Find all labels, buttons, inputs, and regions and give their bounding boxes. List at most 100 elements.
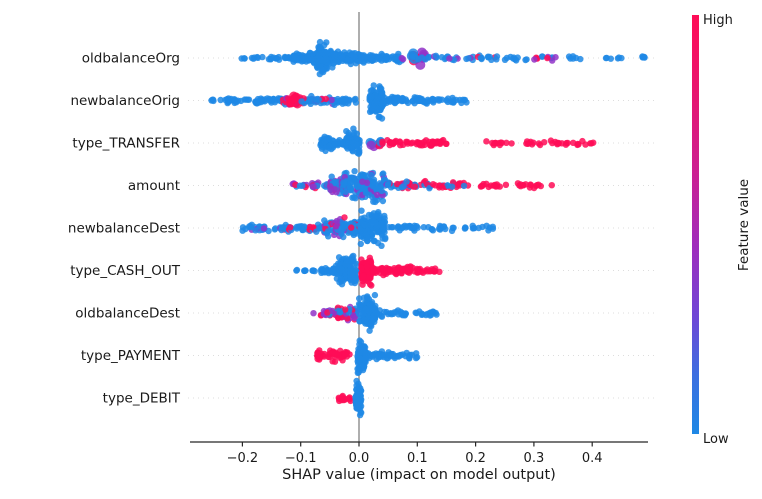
data-point: [541, 139, 548, 146]
data-point: [354, 349, 362, 356]
data-point: [343, 134, 350, 142]
x-tick-label: 0.4: [582, 451, 603, 466]
data-point: [530, 184, 538, 192]
colorbar-gradient: [692, 15, 699, 434]
data-point: [309, 267, 317, 274]
feature-label: oldbalanceDest: [75, 306, 180, 322]
data-point: [438, 96, 446, 103]
data-point: [462, 224, 469, 232]
data-point: [259, 53, 266, 61]
data-point: [413, 354, 421, 361]
data-point: [514, 180, 522, 187]
data-point: [489, 225, 497, 232]
data-point: [337, 277, 345, 285]
data-point: [475, 224, 482, 232]
data-point: [510, 55, 517, 62]
row-points-type_TRANSFER: [317, 125, 597, 157]
data-point: [351, 168, 358, 175]
data-point: [424, 268, 431, 275]
data-point: [496, 183, 503, 190]
row-points-newbalanceOrig: [208, 82, 470, 122]
data-point: [412, 309, 419, 316]
data-point: [448, 183, 456, 190]
data-point: [409, 53, 416, 60]
data-point: [544, 54, 551, 62]
data-point: [575, 141, 582, 148]
data-point: [359, 178, 366, 185]
data-point: [353, 403, 360, 411]
data-point: [346, 396, 353, 403]
data-point: [293, 266, 301, 274]
x-tick-label: 0.1: [407, 451, 428, 466]
data-point: [332, 58, 339, 66]
data-point: [552, 54, 559, 61]
colorbar-title: Feature value: [736, 178, 752, 272]
data-point: [363, 263, 371, 270]
data-point: [301, 267, 308, 275]
data-point: [352, 60, 360, 67]
data-point: [374, 191, 381, 198]
data-point: [306, 49, 314, 57]
data-point: [422, 56, 429, 63]
data-point: [360, 172, 368, 179]
data-point: [426, 138, 433, 146]
data-point: [352, 277, 359, 284]
data-point: [341, 214, 348, 221]
data-point: [358, 256, 365, 263]
data-point: [404, 140, 411, 147]
data-point: [324, 309, 331, 316]
data-point: [328, 173, 335, 180]
data-point: [366, 140, 376, 150]
row-points-oldbalanceDest: [310, 291, 440, 334]
data-point: [367, 221, 374, 228]
data-point: [338, 54, 346, 61]
data-point: [320, 66, 328, 73]
data-point: [400, 183, 407, 190]
data-point: [531, 56, 538, 63]
data-point: [316, 347, 323, 354]
data-point: [340, 395, 348, 402]
data-point: [569, 55, 577, 62]
data-point: [351, 96, 358, 104]
data-point: [436, 268, 443, 275]
data-point: [313, 228, 320, 235]
data-point: [391, 55, 398, 63]
data-point: [368, 86, 376, 94]
data-point: [357, 240, 364, 248]
data-point: [411, 183, 419, 190]
data-point: [340, 181, 347, 188]
data-point: [373, 309, 380, 316]
data-point: [548, 182, 555, 189]
data-point: [348, 224, 355, 231]
data-point: [245, 223, 253, 231]
data-point: [442, 225, 449, 233]
data-point: [528, 141, 536, 148]
data-point: [365, 191, 373, 198]
row-points-oldbalanceOrg: [238, 38, 648, 78]
data-point: [333, 217, 340, 225]
data-point: [358, 52, 365, 59]
data-point: [522, 56, 529, 64]
data-point: [414, 97, 421, 105]
data-point: [379, 197, 387, 205]
data-point: [356, 390, 364, 397]
feature-label: amount: [128, 178, 180, 194]
data-point: [463, 99, 470, 106]
feature-label: oldbalanceOrg: [82, 51, 180, 67]
x-axis-title: SHAP value (impact on model output): [282, 467, 556, 483]
feature-label: newbalanceDest: [68, 221, 180, 237]
data-point: [298, 98, 305, 105]
data-point: [376, 84, 384, 92]
data-point: [437, 138, 444, 146]
data-point: [448, 227, 456, 235]
data-point: [429, 181, 437, 188]
data-point: [439, 184, 446, 191]
feature-label: type_TRANSFER: [72, 136, 180, 152]
data-point: [502, 181, 510, 188]
data-point: [333, 223, 340, 230]
data-point: [309, 56, 316, 63]
data-point: [388, 351, 396, 359]
row-points-newbalanceDest: [239, 207, 497, 249]
